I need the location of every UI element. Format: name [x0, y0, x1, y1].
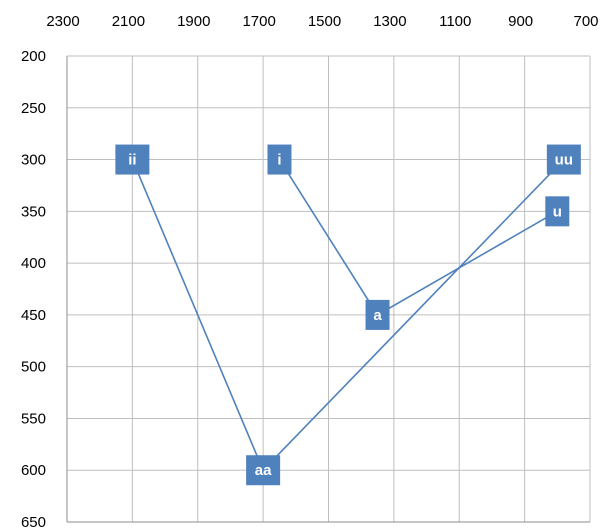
x-tick-label: 700: [573, 13, 598, 30]
y-tick-label: 400: [21, 255, 46, 272]
point-label: uu: [555, 152, 573, 169]
y-tick-label: 250: [21, 100, 46, 117]
point-label: ii: [128, 152, 136, 169]
series-line-aa-uu: [262, 158, 565, 471]
series-line-i-a: [278, 159, 379, 316]
y-axis-tick-labels: 200 250 300 350 400 450 500 550 600 650: [21, 48, 46, 530]
data-point-a: a: [365, 299, 390, 330]
point-marker: [545, 196, 570, 227]
point-marker: [546, 144, 581, 175]
x-tick-label: 1700: [242, 13, 275, 30]
y-tick-label: 450: [21, 307, 46, 324]
data-point-ii: ii: [115, 144, 150, 175]
series-line-a-u: [377, 210, 558, 316]
x-tick-label: 1300: [373, 13, 406, 30]
data-point-aa: aa: [246, 455, 281, 486]
y-tick-label: 650: [21, 514, 46, 530]
x-tick-label: 1900: [177, 13, 210, 30]
point-marker: [115, 144, 150, 175]
y-tick-label: 600: [21, 462, 46, 479]
x-tick-label: 2300: [46, 13, 79, 30]
grid-lines: [67, 56, 591, 522]
y-tick-label: 300: [21, 152, 46, 169]
y-tick-label: 500: [21, 359, 46, 376]
data-point-i: i: [267, 144, 292, 175]
series-lines: [131, 158, 565, 471]
y-tick-label: 350: [21, 203, 46, 220]
x-tick-label: 1500: [308, 13, 341, 30]
data-point-uu: uu: [546, 144, 581, 175]
point-label: a: [373, 307, 382, 324]
x-tick-label: 2100: [112, 13, 145, 30]
x-tick-label: 1100: [439, 13, 471, 30]
y-tick-label: 200: [21, 48, 46, 65]
point-label: i: [277, 152, 281, 169]
point-label: u: [553, 203, 562, 220]
series-line-ii-aa: [131, 159, 264, 471]
point-marker: [267, 144, 292, 175]
axes: [66, 55, 590, 523]
x-tick-label: 900: [508, 13, 533, 30]
y-tick-label: 550: [21, 410, 46, 427]
point-label: aa: [255, 462, 272, 479]
point-marker: [246, 455, 281, 486]
point-marker: [365, 299, 390, 330]
x-axis-tick-labels: 2300 2100 1900 1700 1500 1300 1100 900 700: [46, 13, 598, 30]
data-point-u: u: [545, 196, 570, 227]
